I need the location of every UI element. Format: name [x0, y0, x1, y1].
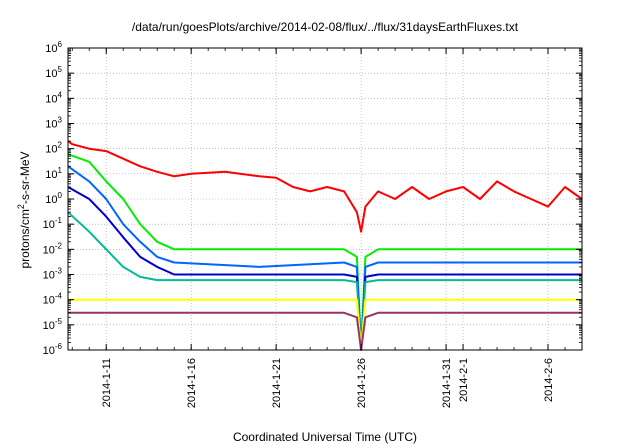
y-tick-exponent: 3	[58, 116, 63, 125]
x-tick-label: 2014-1-21	[271, 358, 283, 408]
y-tick-exponent: -3	[55, 267, 63, 276]
x-axis-label: Coordinated Universal Time (UTC)	[232, 430, 418, 444]
y-tick-exponent: 6	[58, 40, 63, 49]
y-tick-labels: 10-610-510-410-310-210-11001011021031041…	[43, 40, 63, 357]
chart-title: /data/run/goesPlots/archive/2014-02-08/f…	[131, 20, 519, 34]
y-tick-label: 106	[45, 40, 62, 55]
x-tick-label: 2014-2-1	[458, 358, 470, 402]
plot-frame	[67, 47, 583, 351]
x-tick-label: 2014-1-31	[441, 358, 453, 408]
series-line	[68, 311, 582, 351]
y-axis-label-pre: protons/cm	[18, 209, 32, 269]
series-line	[68, 298, 582, 351]
x-tick-label: 2014-1-11	[101, 358, 113, 407]
y-tick-label: 101	[45, 166, 62, 181]
series-line	[67, 186, 582, 351]
y-tick-label: 103	[45, 116, 62, 131]
y-tick-exponent: -2	[55, 241, 63, 250]
y-tick-exponent: 0	[58, 191, 63, 200]
y-tick-label: 10-1	[43, 216, 63, 231]
y-axis-label-sup: 2	[16, 204, 26, 210]
y-tick-exponent: -1	[55, 216, 63, 225]
y-tick-label: 105	[45, 65, 62, 80]
y-tick-exponent: -5	[55, 317, 63, 326]
y-tick-label: 100	[45, 191, 62, 206]
y-axis-label-post: -s-sr-MeV	[18, 151, 32, 205]
x-tick-label: 2014-2-6	[543, 358, 555, 402]
y-tick-exponent: 4	[58, 90, 63, 99]
y-tick-label: 10-4	[43, 292, 63, 307]
y-tick-label: 10-3	[43, 267, 63, 282]
y-tick-exponent: 5	[58, 65, 63, 74]
series-line	[67, 153, 582, 351]
series-group	[67, 140, 583, 351]
y-tick-label: 10-6	[43, 342, 63, 357]
y-tick-exponent: -6	[55, 342, 63, 351]
y-tick-label: 10-2	[43, 241, 63, 256]
y-tick-label: 10-5	[43, 317, 63, 332]
y-tick-exponent: 1	[58, 166, 63, 175]
y-tick-label: 102	[45, 141, 62, 156]
x-tick-label: 2014-1-26	[356, 358, 368, 408]
series-line	[67, 211, 582, 351]
series-line	[67, 165, 582, 351]
series-line	[67, 140, 583, 233]
y-tick-exponent: 2	[58, 141, 63, 150]
y-axis-label: protons/cm2-s-sr-MeV	[16, 151, 32, 268]
x-tick-label: 2014-1-16	[186, 358, 198, 408]
y-tick-exponent: -4	[55, 292, 63, 301]
axes-ticks	[68, 47, 583, 351]
y-tick-label: 104	[45, 90, 62, 105]
grid	[68, 47, 582, 351]
x-tick-labels: 2014-1-11 2014-1-16 2014-1-21 2014-1-26 2014…	[101, 358, 555, 408]
